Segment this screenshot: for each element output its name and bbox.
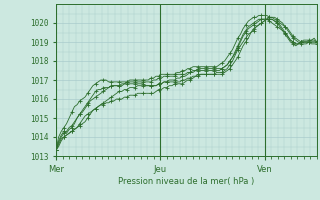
X-axis label: Pression niveau de la mer( hPa ): Pression niveau de la mer( hPa ) xyxy=(118,177,254,186)
